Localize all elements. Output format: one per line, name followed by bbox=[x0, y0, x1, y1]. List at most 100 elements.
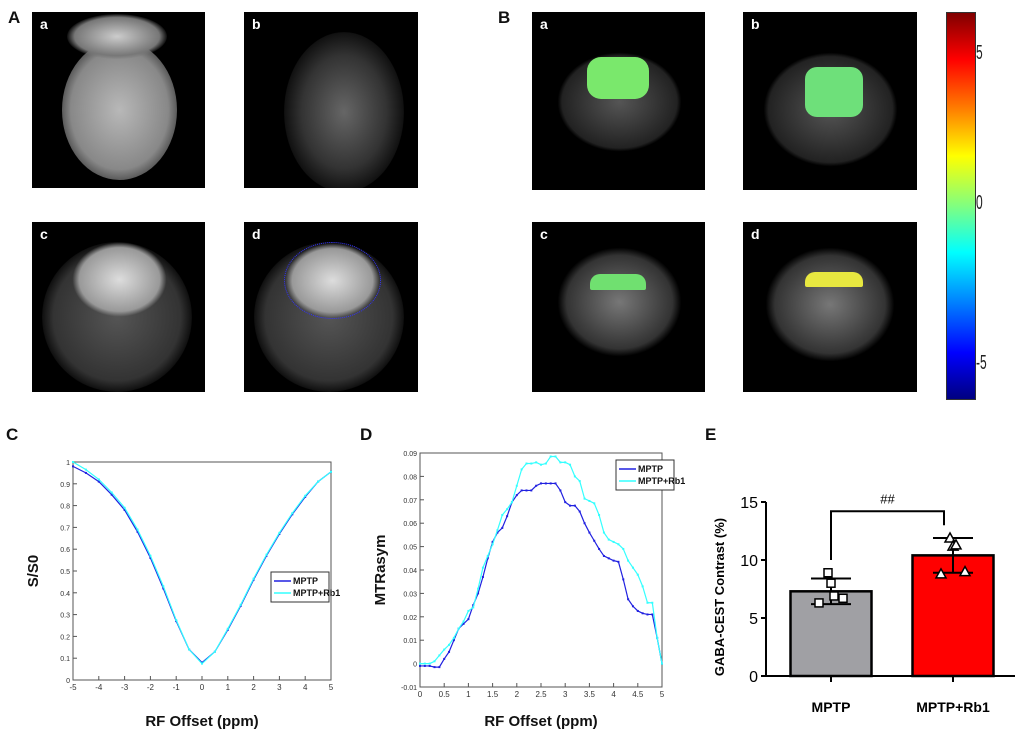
data-point-square bbox=[823, 568, 833, 578]
x-tick-label: MPTP+Rb1 bbox=[916, 699, 990, 715]
x-tick-label: 4.5 bbox=[632, 690, 644, 699]
data-point bbox=[651, 601, 654, 604]
data-point bbox=[602, 531, 605, 534]
data-point bbox=[631, 566, 634, 569]
data-point bbox=[559, 461, 562, 464]
data-point bbox=[278, 531, 281, 534]
data-point bbox=[149, 556, 152, 559]
data-point-triangle bbox=[958, 565, 972, 577]
data-point bbox=[423, 664, 426, 667]
y-axis-label: MTRasym bbox=[372, 535, 389, 606]
data-point bbox=[598, 514, 601, 517]
data-point bbox=[486, 554, 489, 557]
colorbar-tick: 0 bbox=[976, 192, 983, 214]
x-tick-label: 0 bbox=[200, 683, 205, 692]
data-point bbox=[612, 559, 615, 562]
sublabel: a bbox=[540, 16, 548, 32]
panel-label-a: A bbox=[8, 8, 21, 27]
y-tick-label: 0.06 bbox=[403, 521, 417, 528]
data-point bbox=[656, 636, 659, 639]
x-tick-label: MPTP bbox=[812, 699, 851, 715]
data-point bbox=[486, 557, 489, 560]
x-tick-label: 4 bbox=[303, 683, 308, 692]
data-point bbox=[462, 620, 465, 623]
data-point bbox=[588, 531, 591, 534]
data-point bbox=[573, 475, 576, 478]
data-point bbox=[433, 660, 436, 663]
data-point bbox=[515, 484, 518, 487]
data-point bbox=[501, 514, 504, 517]
x-tick-label: 4 bbox=[611, 690, 616, 699]
data-point bbox=[520, 468, 523, 471]
x-tick-label: -4 bbox=[95, 683, 103, 692]
data-point bbox=[607, 557, 610, 560]
data-point bbox=[530, 462, 533, 465]
data-point bbox=[443, 657, 446, 660]
data-point bbox=[535, 484, 538, 487]
bar-mptp-rb1 bbox=[911, 554, 995, 678]
data-point bbox=[448, 643, 451, 646]
x-tick-label: 3 bbox=[277, 683, 282, 692]
cest-map-image: c bbox=[532, 222, 705, 392]
data-point bbox=[549, 482, 552, 485]
data-point bbox=[188, 648, 191, 651]
panel-label-b: B bbox=[498, 8, 511, 27]
data-point bbox=[564, 461, 567, 464]
y-tick-label: 0.7 bbox=[60, 525, 70, 532]
data-point bbox=[423, 662, 426, 665]
y-tick-label: 15 bbox=[740, 495, 758, 512]
y-tick-label: 0 bbox=[413, 662, 417, 669]
data-point bbox=[520, 489, 523, 492]
data-point bbox=[530, 489, 533, 492]
significance-bracket bbox=[830, 510, 945, 560]
data-point bbox=[583, 522, 586, 525]
data-point bbox=[123, 508, 126, 511]
data-point bbox=[291, 512, 294, 515]
data-point bbox=[564, 501, 567, 504]
y-tick-label: 0 bbox=[66, 678, 70, 685]
y-tick-label: 0.08 bbox=[403, 474, 417, 481]
data-point bbox=[481, 576, 484, 579]
data-point bbox=[84, 471, 87, 474]
legend-label: MPTP bbox=[638, 464, 663, 474]
y-tick-label: 0.03 bbox=[403, 591, 417, 598]
y-axis-label: GABA-CEST Contrast (%) bbox=[712, 518, 727, 676]
data-point-triangle bbox=[934, 567, 948, 579]
data-point bbox=[641, 585, 644, 588]
y-tick-label: 0.6 bbox=[60, 547, 70, 554]
x-tick-label: -2 bbox=[147, 683, 155, 692]
mri-axial-image: a bbox=[32, 12, 205, 188]
x-tick-label: 1 bbox=[226, 683, 231, 692]
data-point-square bbox=[829, 591, 839, 601]
data-point bbox=[540, 482, 542, 485]
y-tick-label: 0.5 bbox=[60, 569, 70, 576]
data-point bbox=[617, 543, 620, 546]
data-point bbox=[549, 455, 552, 458]
sublabel: d bbox=[252, 226, 261, 242]
data-point bbox=[617, 560, 620, 563]
panel-label-d: D bbox=[360, 425, 373, 444]
data-point bbox=[573, 504, 576, 507]
data-point bbox=[136, 530, 139, 533]
cest-map-image: a bbox=[532, 12, 705, 190]
data-point bbox=[535, 461, 538, 464]
x-tick-label: -5 bbox=[69, 683, 77, 692]
y-tick-label: 0.09 bbox=[403, 451, 417, 458]
colorbar-tick: -5 bbox=[976, 352, 987, 374]
data-point bbox=[631, 605, 634, 608]
data-point bbox=[540, 463, 542, 466]
data-point bbox=[496, 531, 499, 534]
data-point bbox=[661, 662, 663, 665]
x-tick-label: 2 bbox=[251, 683, 256, 692]
colorbar bbox=[946, 12, 976, 400]
y-tick-label: 0.01 bbox=[403, 638, 417, 645]
x-tick-label: 2.5 bbox=[535, 690, 547, 699]
data-point bbox=[452, 636, 455, 639]
data-point bbox=[554, 482, 557, 485]
legend-label: MPTP bbox=[293, 576, 318, 586]
y-tick-label: 0.2 bbox=[60, 634, 70, 641]
y-tick-label: 0.9 bbox=[60, 482, 70, 489]
data-point bbox=[627, 598, 630, 601]
x-tick-label: 1 bbox=[466, 690, 471, 699]
data-point bbox=[452, 639, 455, 642]
